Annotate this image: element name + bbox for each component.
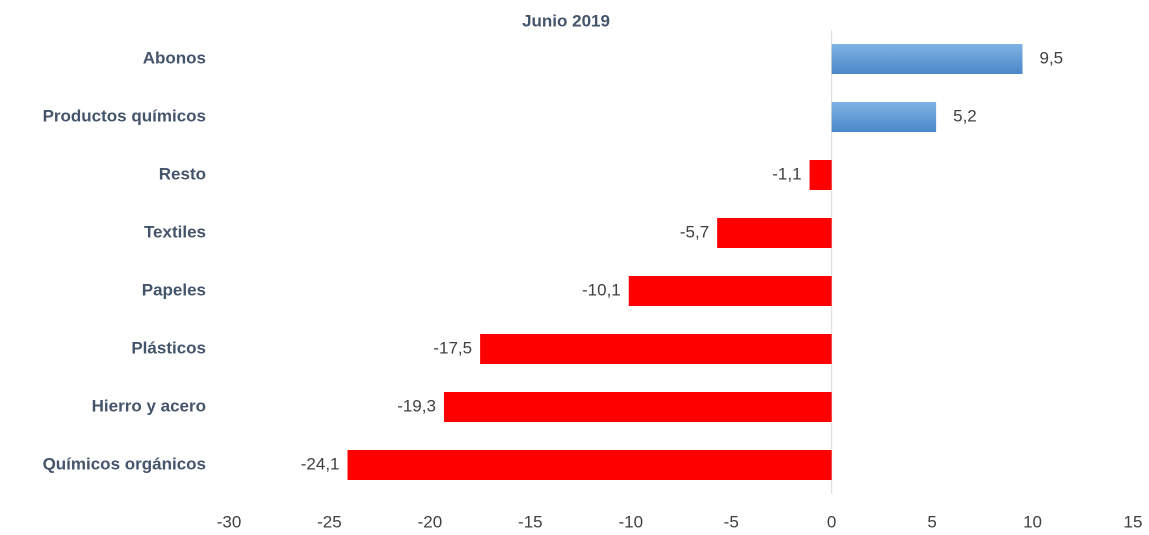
bar <box>443 392 832 422</box>
value-label: -24,1 <box>301 454 340 473</box>
value-label: -1,1 <box>772 164 801 183</box>
value-label: -19,3 <box>397 396 436 415</box>
value-label: -17,5 <box>433 338 472 357</box>
y-tick-label: Abonos <box>143 48 206 67</box>
x-tick-label: 10 <box>1023 512 1042 531</box>
x-tick-label: -5 <box>724 512 739 531</box>
bar <box>717 218 832 248</box>
x-tick-label: 5 <box>927 512 936 531</box>
y-tick-label: Plásticos <box>131 338 206 357</box>
bar <box>480 334 832 364</box>
y-tick-label: Papeles <box>142 280 206 299</box>
chart-title: Junio 2019 <box>522 11 610 30</box>
bar <box>628 276 832 306</box>
y-tick-label: Productos químicos <box>43 106 206 125</box>
value-label: -10,1 <box>582 280 621 299</box>
bar <box>347 450 832 480</box>
value-label: -5,7 <box>680 222 709 241</box>
y-tick-label: Químicos orgánicos <box>43 454 206 473</box>
bar <box>831 102 937 132</box>
x-tick-label: -30 <box>217 512 242 531</box>
x-tick-label: -10 <box>618 512 643 531</box>
bar <box>831 44 1023 74</box>
x-tick-label: -25 <box>317 512 342 531</box>
x-tick-label: -15 <box>518 512 543 531</box>
x-tick-label: 0 <box>827 512 836 531</box>
y-tick-label: Textiles <box>144 222 206 241</box>
y-tick-label: Hierro y acero <box>92 396 206 415</box>
x-tick-label: 15 <box>1124 512 1143 531</box>
bar <box>809 160 832 190</box>
y-tick-label: Resto <box>159 164 206 183</box>
value-label: 5,2 <box>953 106 977 125</box>
x-tick-label: -20 <box>418 512 443 531</box>
value-label: 9,5 <box>1040 48 1064 67</box>
